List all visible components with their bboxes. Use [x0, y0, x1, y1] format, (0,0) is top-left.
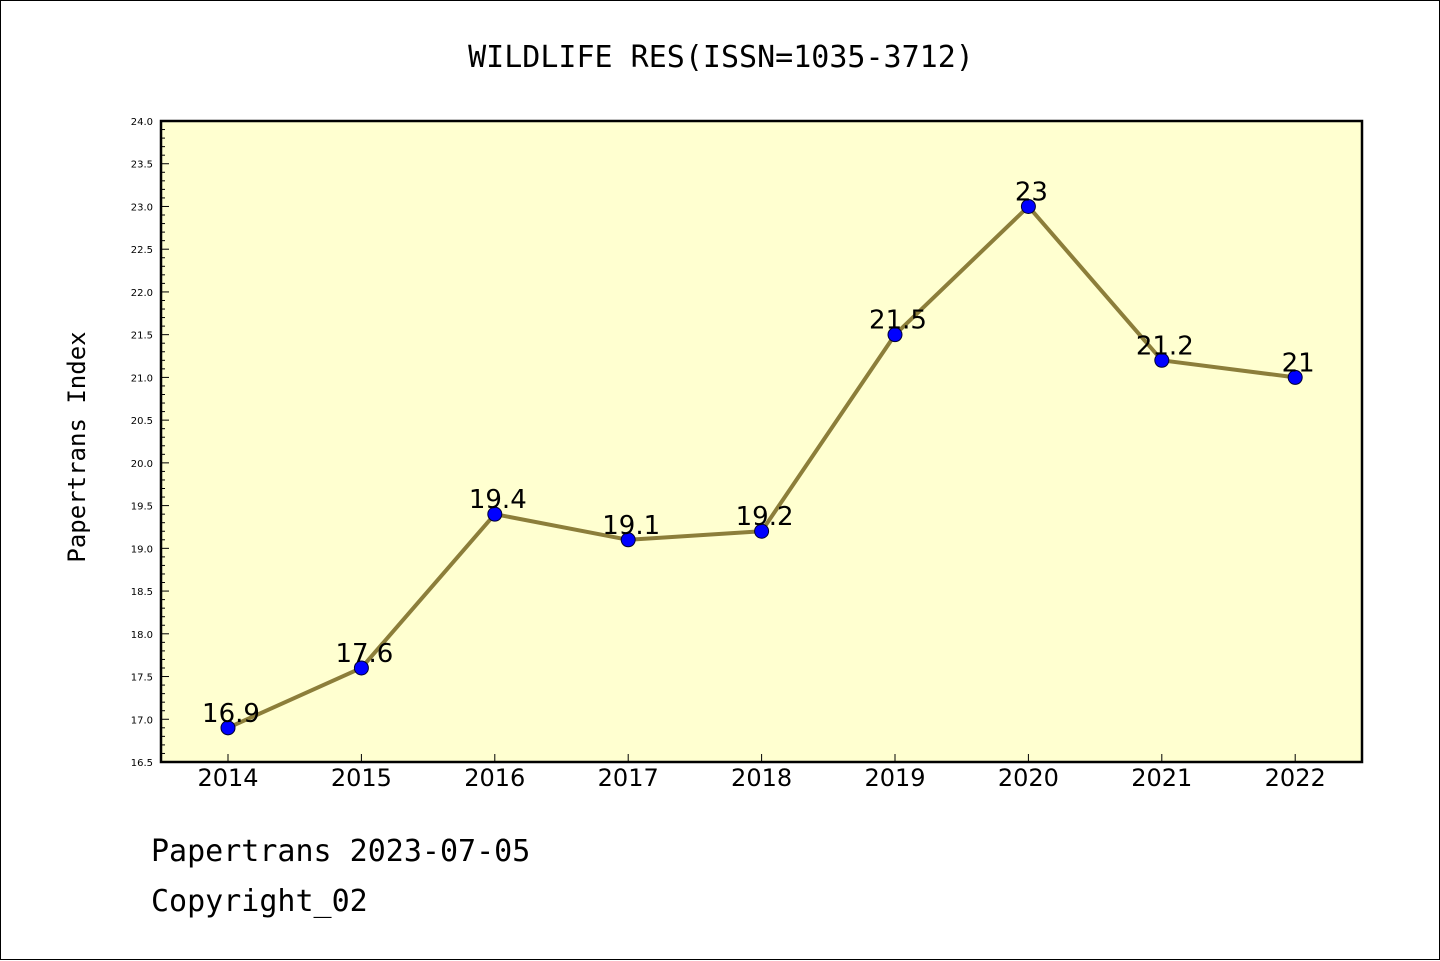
data-label: 21: [1282, 348, 1315, 378]
y-tick-label: 18.5: [131, 587, 153, 598]
x-tick-label: 2018: [731, 764, 792, 792]
data-point: [620, 532, 636, 548]
x-tick-label: 2016: [464, 764, 525, 792]
x-axis-ticks: 2014 2015 2016 2017 2018 2019 2020 2021 2022: [197, 754, 1326, 792]
y-tick-label: 24.0: [131, 117, 153, 128]
y-tick-label: 17.5: [131, 673, 153, 684]
y-tick-label: 23.0: [131, 202, 153, 213]
y-tick-label: 23.5: [131, 160, 153, 171]
y-tick-label: 19.0: [131, 544, 153, 555]
x-tick-label: 2019: [864, 764, 925, 792]
footer-date: Papertrans 2023-07-05: [151, 834, 531, 869]
data-label: 23: [1015, 177, 1048, 207]
y-tick-label: 22.5: [131, 245, 153, 256]
data-label: 19.1: [602, 511, 660, 541]
data-label: 21.5: [869, 306, 927, 336]
series-markers: [220, 198, 1303, 736]
data-point: [887, 327, 903, 343]
y-tick-label: 21.0: [131, 373, 153, 384]
chart-title: WILDLIFE RES(ISSN=1035-3712): [468, 40, 974, 75]
x-tick-label: 2015: [331, 764, 392, 792]
y-tick-label: 17.0: [131, 715, 153, 726]
data-point: [1154, 352, 1170, 368]
data-point: [220, 720, 236, 736]
data-point: [487, 506, 503, 522]
y-tick-label: 20.5: [131, 416, 153, 427]
data-label: 21.2: [1136, 331, 1194, 361]
y-tick-label: 16.5: [131, 758, 153, 769]
data-label: 17.6: [335, 639, 393, 669]
x-tick-label: 2022: [1265, 764, 1326, 792]
y-tick-label: 18.0: [131, 630, 153, 641]
data-point: [754, 523, 770, 539]
data-label: 19.4: [469, 485, 527, 515]
data-point: [1020, 198, 1036, 214]
x-tick-label: 2020: [998, 764, 1059, 792]
data-label: 19.2: [736, 502, 794, 532]
data-label: 16.9: [202, 699, 260, 729]
y-tick-label: 19.5: [131, 502, 153, 513]
y-tick-label: 20.0: [131, 459, 153, 470]
y-tick-label: 21.5: [131, 331, 153, 342]
data-labels: 16.9 17.6 19.4 19.1 19.2 21.5 23 21.2 21: [202, 177, 1315, 728]
plot-area: [159, 119, 1364, 764]
data-point: [1287, 369, 1303, 385]
x-tick-label: 2021: [1131, 764, 1192, 792]
x-tick-label: 2017: [598, 764, 659, 792]
data-point: [353, 660, 369, 676]
footer-copyright: Copyright_02: [151, 884, 368, 919]
x-tick-label: 2014: [197, 764, 258, 792]
y-tick-label: 22.0: [131, 288, 153, 299]
y-axis-ticks: 16.5 17.0 17.5 18.0 18.5 19.0 19.5 20.0 20.5 21.0…: [131, 117, 169, 769]
y-axis-label: Papertrans Index: [63, 331, 91, 562]
